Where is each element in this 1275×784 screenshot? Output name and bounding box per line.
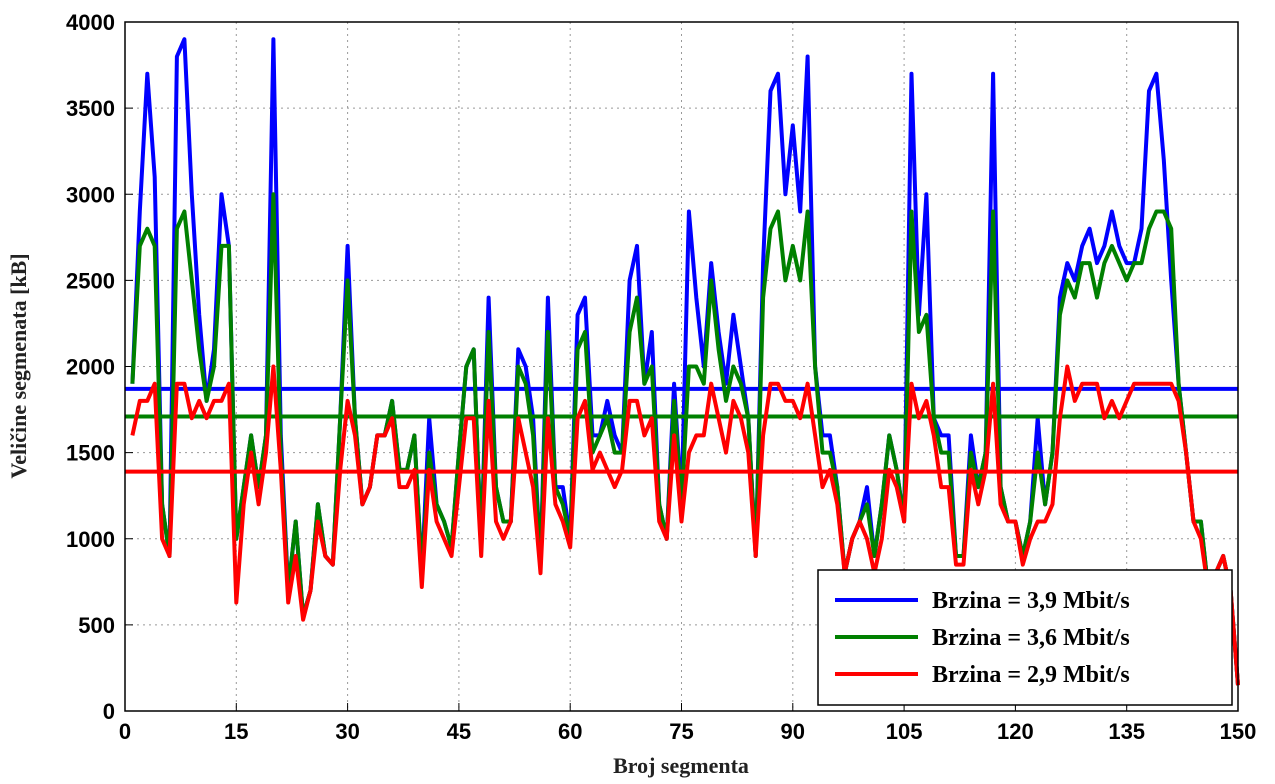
y-tick-label: 2000 — [66, 355, 115, 380]
x-axis-label: Broj segmenta — [613, 753, 749, 778]
y-tick-label: 500 — [78, 613, 115, 638]
x-tick-label: 45 — [447, 719, 471, 744]
y-tick-label: 0 — [103, 699, 115, 724]
data-line — [130, 364, 1240, 686]
x-tick-label: 0 — [119, 719, 131, 744]
x-tick-label: 150 — [1220, 719, 1257, 744]
y-tick-label: 1500 — [66, 441, 115, 466]
legend-label: Brzina = 3,6 Mbit/s — [932, 625, 1130, 651]
x-tick-label: 105 — [886, 719, 923, 744]
legend-label: Brzina = 3,9 Mbit/s — [932, 588, 1130, 614]
x-tick-label: 15 — [224, 719, 248, 744]
y-tick-label: 3000 — [66, 182, 115, 207]
x-tick-label: 120 — [997, 719, 1034, 744]
y-tick-label: 4000 — [66, 10, 115, 35]
y-tick-label: 3500 — [66, 96, 115, 121]
legend-label: Brzina = 2,9 Mbit/s — [932, 662, 1130, 688]
x-tick-label: 135 — [1108, 719, 1145, 744]
data-line — [130, 192, 1240, 686]
x-tick-label: 90 — [781, 719, 805, 744]
plot-frame — [124, 21, 1239, 712]
y-tick-label: 2500 — [66, 268, 115, 293]
x-tick-label: 60 — [558, 719, 582, 744]
y-axis-label: Veličine segmenata [kB] — [6, 253, 31, 478]
y-tick-label: 1000 — [66, 527, 115, 552]
x-tick-label: 75 — [669, 719, 693, 744]
x-tick-label: 30 — [335, 719, 359, 744]
